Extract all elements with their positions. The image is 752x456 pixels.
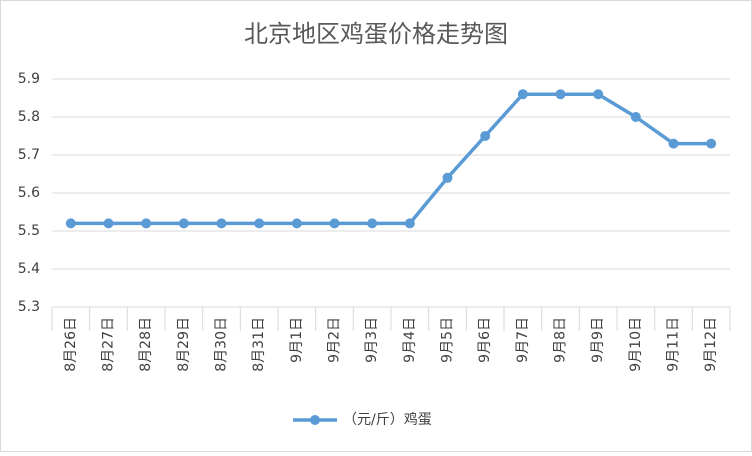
y-tick-label: 5.8: [18, 109, 40, 125]
x-tick-label: 8月28日: [138, 317, 154, 372]
data-point: [178, 218, 189, 229]
x-tick-label: 8月27日: [101, 317, 117, 372]
data-point: [367, 218, 378, 229]
data-point: [593, 89, 604, 100]
data-point: [555, 89, 566, 100]
data-point: [216, 218, 227, 229]
x-tick-label: 9月12日: [703, 317, 719, 372]
x-tick-label: 9月4日: [402, 317, 418, 363]
legend-marker: [310, 415, 320, 425]
x-tick-label: 9月1日: [289, 317, 305, 363]
x-tick-label: 9月11日: [666, 317, 682, 372]
data-point: [706, 138, 717, 149]
data-point: [65, 218, 76, 229]
y-tick-label: 5.9: [18, 71, 40, 87]
data-point: [291, 218, 302, 229]
x-tick-label: 9月8日: [553, 317, 569, 363]
data-point: [480, 131, 491, 141]
y-tick-label: 5.5: [18, 223, 40, 239]
data-point: [668, 138, 679, 149]
y-tick-label: 5.3: [18, 299, 40, 315]
data-point: [517, 89, 528, 100]
x-tick-label: 8月30日: [214, 317, 230, 372]
y-tick-label: 5.4: [18, 261, 40, 277]
data-point: [141, 218, 152, 229]
data-point: [442, 172, 453, 183]
data-point: [103, 218, 114, 229]
y-tick-label: 5.6: [18, 185, 40, 201]
chart-title: 北京地区鸡蛋价格走势图: [244, 20, 508, 48]
x-tick-label: 9月9日: [590, 317, 606, 363]
x-tick-label: 9月7日: [515, 317, 531, 363]
x-tick-label: 8月31日: [251, 317, 267, 372]
data-point: [254, 218, 265, 229]
x-tick-label: 8月29日: [176, 317, 192, 372]
data-point: [329, 218, 340, 229]
data-point: [630, 112, 641, 122]
series-line: [70, 92, 712, 226]
data-point: [404, 218, 415, 229]
legend-label: （元/斤）鸡蛋: [343, 411, 432, 428]
x-tick-label: 9月3日: [364, 317, 380, 363]
y-tick-label: 5.7: [18, 147, 40, 163]
x-tick-label: 9月10日: [628, 317, 644, 372]
x-tick-label: 9月6日: [477, 317, 493, 363]
x-tick-label: 9月2日: [327, 317, 343, 363]
x-tick-label: 9月5日: [440, 317, 456, 363]
x-tick-label: 8月26日: [63, 317, 79, 372]
